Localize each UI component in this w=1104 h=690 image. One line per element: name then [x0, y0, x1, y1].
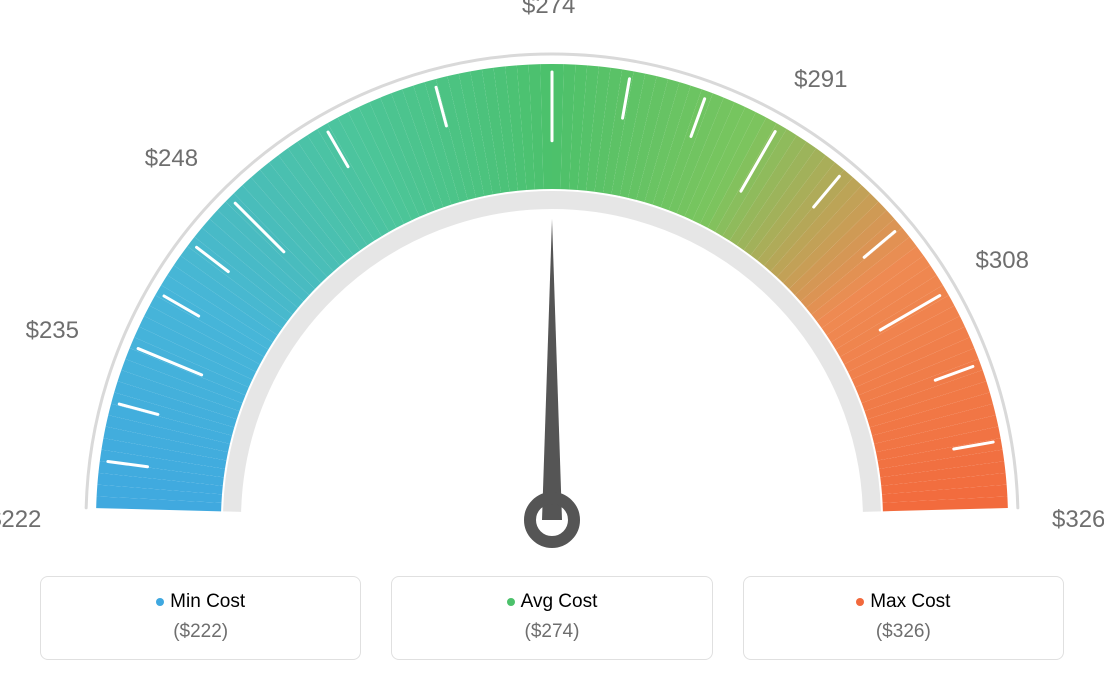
- gauge-chart: $222 $235 $248 $274 $291 $308 $326: [0, 0, 1104, 560]
- legend-max-value: ($326): [764, 621, 1043, 643]
- dot-icon: [156, 598, 164, 606]
- legend-max-label: Max Cost: [856, 591, 950, 613]
- legend-min-label-text: Min Cost: [170, 591, 245, 613]
- legend-row: Min Cost ($222) Avg Cost ($274) Max Cost…: [0, 576, 1104, 660]
- legend-max-label-text: Max Cost: [870, 591, 950, 613]
- legend-avg: Avg Cost ($274): [391, 576, 712, 660]
- cost-gauge-container: $222 $235 $248 $274 $291 $308 $326 Min Cost ($…: [0, 0, 1104, 690]
- gauge-scale-label: $222: [0, 506, 41, 534]
- gauge-scale-label: $248: [145, 145, 198, 173]
- legend-avg-label-text: Avg Cost: [521, 591, 598, 613]
- legend-avg-value: ($274): [412, 621, 691, 643]
- dot-icon: [507, 598, 515, 606]
- gauge-scale-label: $235: [26, 317, 79, 345]
- legend-min-value: ($222): [61, 621, 340, 643]
- legend-min: Min Cost ($222): [40, 576, 361, 660]
- gauge-scale-label: $274: [522, 0, 575, 20]
- gauge-scale-label: $326: [1052, 506, 1104, 534]
- gauge-scale-label: $291: [794, 66, 847, 94]
- gauge-scale-label: $308: [976, 247, 1029, 275]
- legend-min-label: Min Cost: [156, 591, 245, 613]
- legend-max: Max Cost ($326): [743, 576, 1064, 660]
- dot-icon: [856, 598, 864, 606]
- legend-avg-label: Avg Cost: [507, 591, 598, 613]
